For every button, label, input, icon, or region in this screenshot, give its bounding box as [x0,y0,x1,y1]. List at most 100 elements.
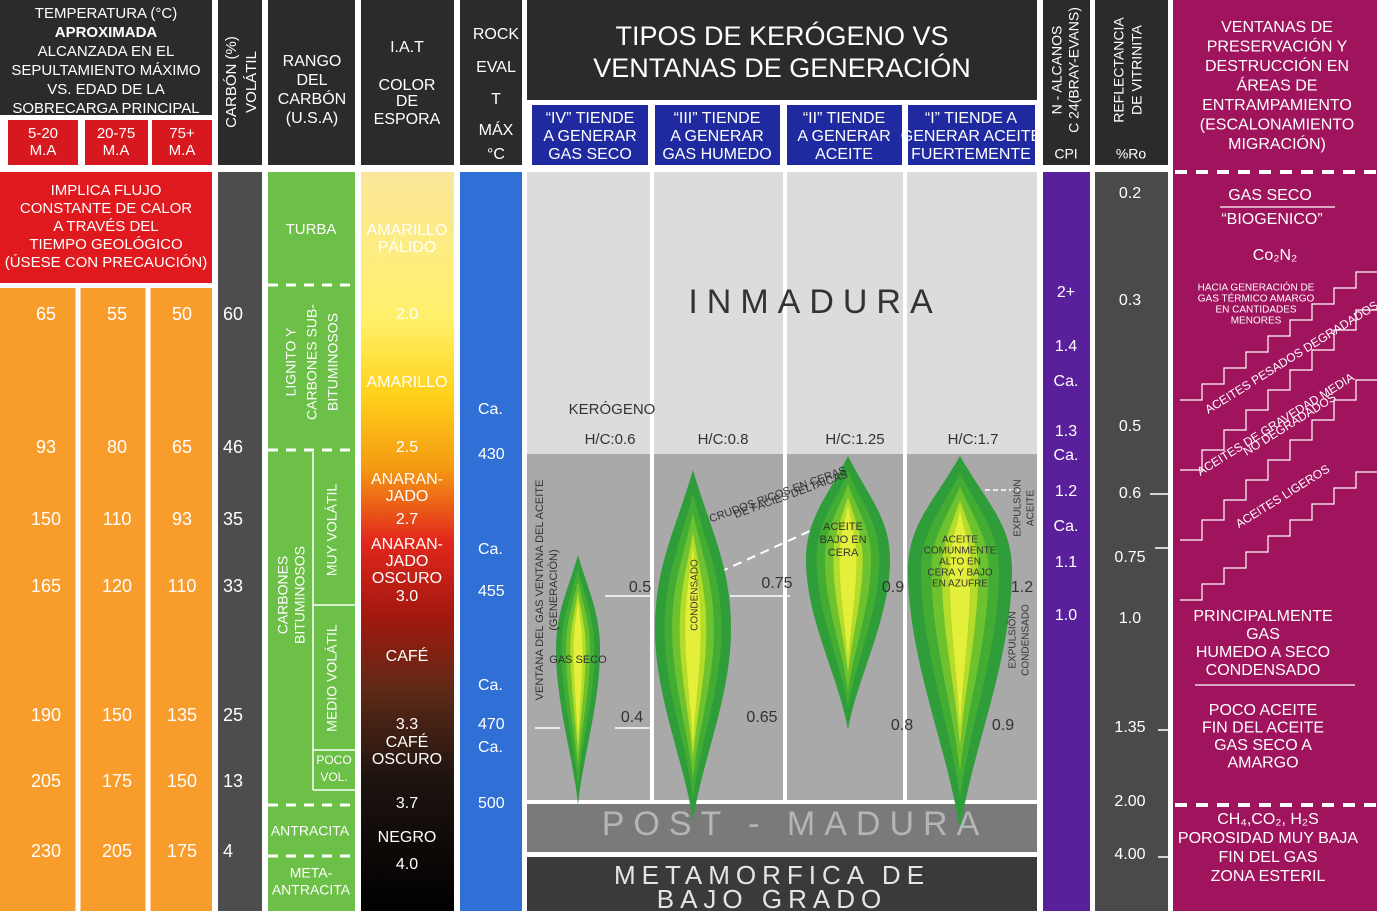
label: AMARILLO [367,222,448,239]
label: ACEITE [1026,490,1037,526]
label: ACEITE [823,521,863,533]
label: Ca. [478,401,503,418]
label: MEDIO VOLÁTIL [324,624,340,732]
header-text: (ESCALONAMIENTO [1200,117,1354,134]
label: 0.6 [1119,485,1141,502]
label: CAFÉ [386,732,429,751]
label: ANARAN- [371,536,443,553]
label: 0.9 [992,717,1014,734]
label: %Ro [1116,146,1147,162]
label: 1.0 [1119,610,1141,627]
label: 4.00 [1114,846,1145,863]
label: META- [290,865,333,881]
label: LIGNITO Y [283,327,299,396]
label: CH₄,CO₂, H₂S [1217,811,1319,828]
label: HUMEDO A SECO [1196,644,1330,661]
label: 0.4 [621,709,643,726]
header-text: N - ALCANOS [1049,26,1065,115]
label: 0.75 [1114,549,1145,566]
header-text: TEMPERATURA (°C) [35,5,177,22]
label: ALTO EN [939,557,981,568]
header-text: VS. EDAD DE LA [47,81,165,98]
label: OSCURO [372,751,442,768]
header-text: °C [487,146,505,163]
diagram: TEMPERATURA (°C)APROXIMADAALCANZADA EN E… [0,0,1377,911]
label: 2.00 [1114,793,1145,810]
header-text: CARBÓN (%) [223,36,240,128]
header-text: VOLÁTIL [243,51,260,113]
label: POROSIDAD MUY BAJA [1178,830,1359,847]
temperature-value: 175 [167,841,197,861]
age-label: 5-20 [28,125,58,142]
label: (GENERACIÓN) [547,549,560,630]
label: Co₂N₂ [1253,247,1297,264]
label: Ca. [478,541,503,558]
label: 0.9 [882,579,904,596]
label: CAFÉ [386,646,429,665]
label: GAS [1246,626,1280,643]
label: H/C:0.8 [698,431,749,448]
label: Ca. [478,739,503,756]
temperature-value: 93 [36,437,56,457]
temperature-value: 50 [172,304,192,324]
age-label: 75+ [169,125,195,142]
label: 3.3 [396,716,418,733]
carbon-column [218,172,262,911]
label: 1.4 [1055,338,1077,355]
carbon-value: 60 [223,304,243,324]
label: Ca. [1054,518,1079,535]
label: EN AZUFRE [932,579,988,590]
carbon-value: 13 [223,771,243,791]
zone-label: INMADURA [688,283,941,321]
label: 4.0 [396,856,418,873]
label: ANTRACITA [272,882,351,898]
label: BITUMINOSOS [292,546,308,644]
note-text: CONSTANTE DE CALOR [20,200,192,217]
type-label: ACEITE [815,146,873,163]
label: H/C:0.6 [585,431,636,448]
note-text: (ÚSESE CON PRECAUCIÓN) [5,254,208,271]
title: TIPOS DE KERÓGENO VS [615,20,948,51]
type-label: A GENERAR [797,128,890,145]
label: OSCURO [372,570,442,587]
label: POCO ACEITE [1209,702,1317,719]
label: 0.5 [629,579,651,596]
label: COMUNMENTE [924,546,997,557]
label: ZONA ESTERIL [1211,868,1326,885]
label: 1.0 [1055,607,1077,624]
label: 2.0 [396,306,418,323]
header-text: MÁX [479,120,514,139]
label: EXPULSIÓN [1011,479,1024,536]
type-label: GAS HUMEDO [662,146,771,163]
label: BITUMINOSOS [325,313,341,411]
type-label: “I” TIENDE A [925,110,1017,127]
note-text: IMPLICA FLUJO [51,182,162,199]
label: CARBONES SUB- [304,304,320,420]
label: KERÓGENO [569,401,656,418]
label: CERA Y BAJO [927,568,992,579]
label: JADO [386,553,429,570]
header-bg [460,0,522,165]
label: 2.7 [396,511,418,528]
label: 0.5 [1119,418,1141,435]
label: BAJO EN [819,534,866,546]
temperature-value: 205 [102,841,132,861]
label: CARBONES [275,556,291,635]
temperature-value: 205 [31,771,61,791]
label: GAS TÉRMICO AMARGO [1198,292,1315,305]
header-text: I.A.T [390,39,424,56]
temperature-value: 175 [102,771,132,791]
label: GAS SECO [1228,187,1312,204]
header-text: PRESERVACIÓN Y [1207,37,1348,56]
age-label: M.A [103,142,130,159]
label: GAS SECO A [1214,737,1312,754]
label: 0.75 [761,575,792,592]
label: VENTANA DEL GAS VENTANA DEL ACEITE [534,480,546,701]
header-text: APROXIMADA [55,24,158,41]
age-label: M.A [169,142,196,159]
carbon-value: 35 [223,509,243,529]
label: 0.65 [746,709,777,726]
label: 470 [478,716,505,733]
header-text: ÁREAS DE [1237,76,1318,95]
zone-label: POST - MADURA [602,805,989,843]
